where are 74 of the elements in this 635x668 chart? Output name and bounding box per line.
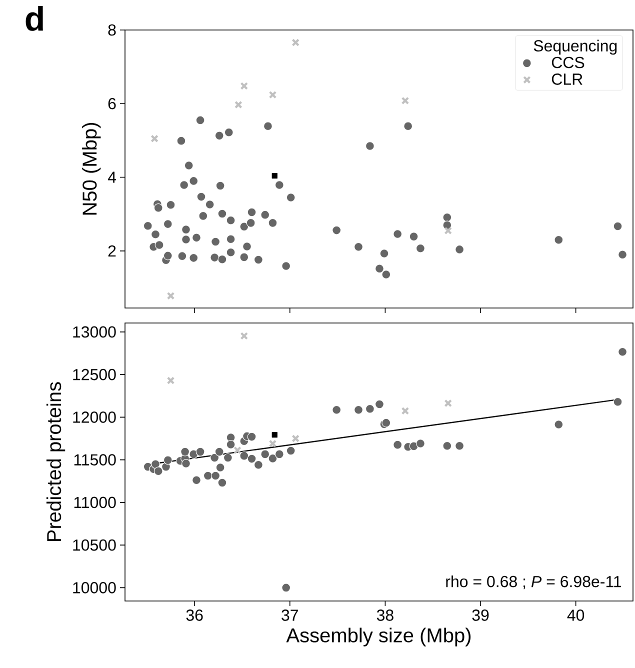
point xyxy=(223,453,232,462)
point xyxy=(401,406,410,415)
point xyxy=(226,440,236,449)
point xyxy=(180,447,190,456)
point xyxy=(268,90,277,99)
x-tick-label: 37 xyxy=(282,610,298,621)
point xyxy=(254,460,263,470)
point xyxy=(214,447,224,456)
point xyxy=(613,397,622,406)
point xyxy=(163,456,172,465)
annotation: rho = 0.68 ; P = 6.98e-11 xyxy=(446,575,622,590)
x-axis-title: Assembly size (Mbp) xyxy=(286,628,471,646)
point xyxy=(401,96,410,105)
point xyxy=(203,471,212,480)
point xyxy=(151,460,160,469)
y-tick-label: 6 xyxy=(108,98,116,110)
legend-title: Sequencing xyxy=(534,40,617,55)
point xyxy=(442,441,452,450)
point xyxy=(365,404,374,414)
point xyxy=(554,420,564,430)
point xyxy=(268,440,277,448)
legend-label: CCS xyxy=(552,56,584,68)
point xyxy=(455,441,464,450)
y-tick-label: 10000 xyxy=(73,582,116,594)
point xyxy=(272,432,278,438)
point xyxy=(272,173,278,179)
y-tick-label: 11000 xyxy=(74,496,116,508)
point xyxy=(150,134,158,143)
point xyxy=(374,400,384,409)
point xyxy=(247,432,256,442)
point xyxy=(260,450,270,459)
point xyxy=(393,440,402,450)
point xyxy=(182,458,190,468)
point xyxy=(292,434,300,442)
point xyxy=(154,466,163,476)
y-tick-label: 13000 xyxy=(73,326,116,338)
point xyxy=(354,405,364,414)
point xyxy=(332,405,342,414)
y-tick-label: 4 xyxy=(108,172,116,183)
y-axis-title: N50 (Mbp) xyxy=(82,123,101,215)
x-tick-label: 36 xyxy=(186,610,203,621)
point xyxy=(240,82,248,90)
x-tick-label: 38 xyxy=(376,610,394,621)
point xyxy=(234,100,242,109)
x-tick-label: 40 xyxy=(567,610,584,621)
y-tick-label: 11500 xyxy=(74,454,116,466)
point xyxy=(240,451,249,460)
point xyxy=(444,399,452,408)
point xyxy=(268,454,278,463)
y-tick-label: 8 xyxy=(108,24,116,36)
chart-title: d xyxy=(26,6,43,31)
y-tick-label: 10500 xyxy=(73,539,116,551)
point xyxy=(210,453,220,462)
point xyxy=(416,439,425,448)
y-tick-label: 2 xyxy=(108,245,116,257)
legend-label: CLR xyxy=(552,74,582,85)
point xyxy=(218,478,227,488)
point xyxy=(166,292,175,300)
point xyxy=(192,476,201,485)
point xyxy=(166,376,175,384)
point xyxy=(274,450,284,459)
point xyxy=(240,332,248,340)
point xyxy=(282,583,291,592)
point xyxy=(234,446,242,454)
point xyxy=(211,471,220,480)
point xyxy=(292,38,300,46)
point xyxy=(247,454,256,464)
point xyxy=(286,446,296,456)
y-tick-label: 12000 xyxy=(73,412,116,423)
x-tick-label: 39 xyxy=(472,610,489,621)
point xyxy=(216,462,225,472)
y-axis-title: Predicted proteins xyxy=(46,382,66,541)
y-tick-label: 12500 xyxy=(73,368,116,380)
point xyxy=(196,447,205,456)
